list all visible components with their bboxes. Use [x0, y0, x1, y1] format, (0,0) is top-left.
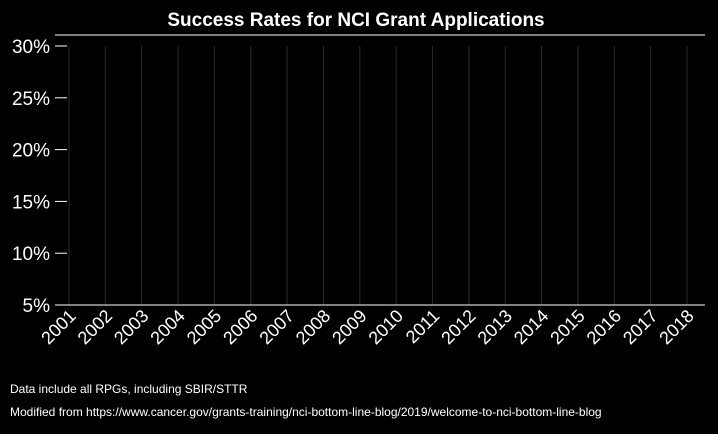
x-tick-label: 2007 — [255, 306, 297, 348]
y-tick-label: 30% — [12, 37, 50, 58]
x-tick-label: 2016 — [583, 306, 625, 348]
x-tick-label: 2011 — [402, 306, 444, 348]
y-tick-label: 20% — [12, 141, 50, 162]
x-tick-label: 2004 — [146, 306, 188, 348]
x-tick-label: 2010 — [365, 306, 407, 348]
y-axis-ticks: 5% 10% 15% 20% 25% 30% — [12, 37, 67, 317]
x-tick-label: 2009 — [328, 306, 370, 348]
footnote-data: Data include all RPGs, including SBIR/ST… — [10, 382, 248, 396]
x-tick-label: 2008 — [292, 306, 334, 348]
y-tick-label: 15% — [12, 192, 50, 213]
x-tick-label: 2013 — [474, 306, 516, 348]
x-tick-label: 2012 — [437, 306, 479, 348]
y-tick-label: 25% — [12, 89, 50, 110]
x-tick-label: 2018 — [655, 306, 697, 348]
gridlines — [68, 46, 688, 305]
x-tick-label: 2017 — [619, 306, 661, 348]
x-tick-label: 2006 — [219, 306, 261, 348]
x-tick-label: 2002 — [74, 306, 116, 348]
x-tick-label: 2003 — [110, 306, 152, 348]
x-tick-label: 2014 — [510, 306, 552, 348]
y-tick-label: 10% — [12, 244, 50, 265]
footnote-source: Modified from https://www.cancer.gov/gra… — [10, 405, 602, 419]
y-tick-label: 5% — [23, 296, 51, 317]
x-tick-label: 2015 — [546, 306, 588, 348]
x-tick-label: 2005 — [183, 306, 225, 348]
chart-title: Success Rates for NCI Grant Applications — [167, 10, 544, 31]
x-axis-ticks: 2001200220032004200520062007200820092010… — [37, 306, 697, 348]
